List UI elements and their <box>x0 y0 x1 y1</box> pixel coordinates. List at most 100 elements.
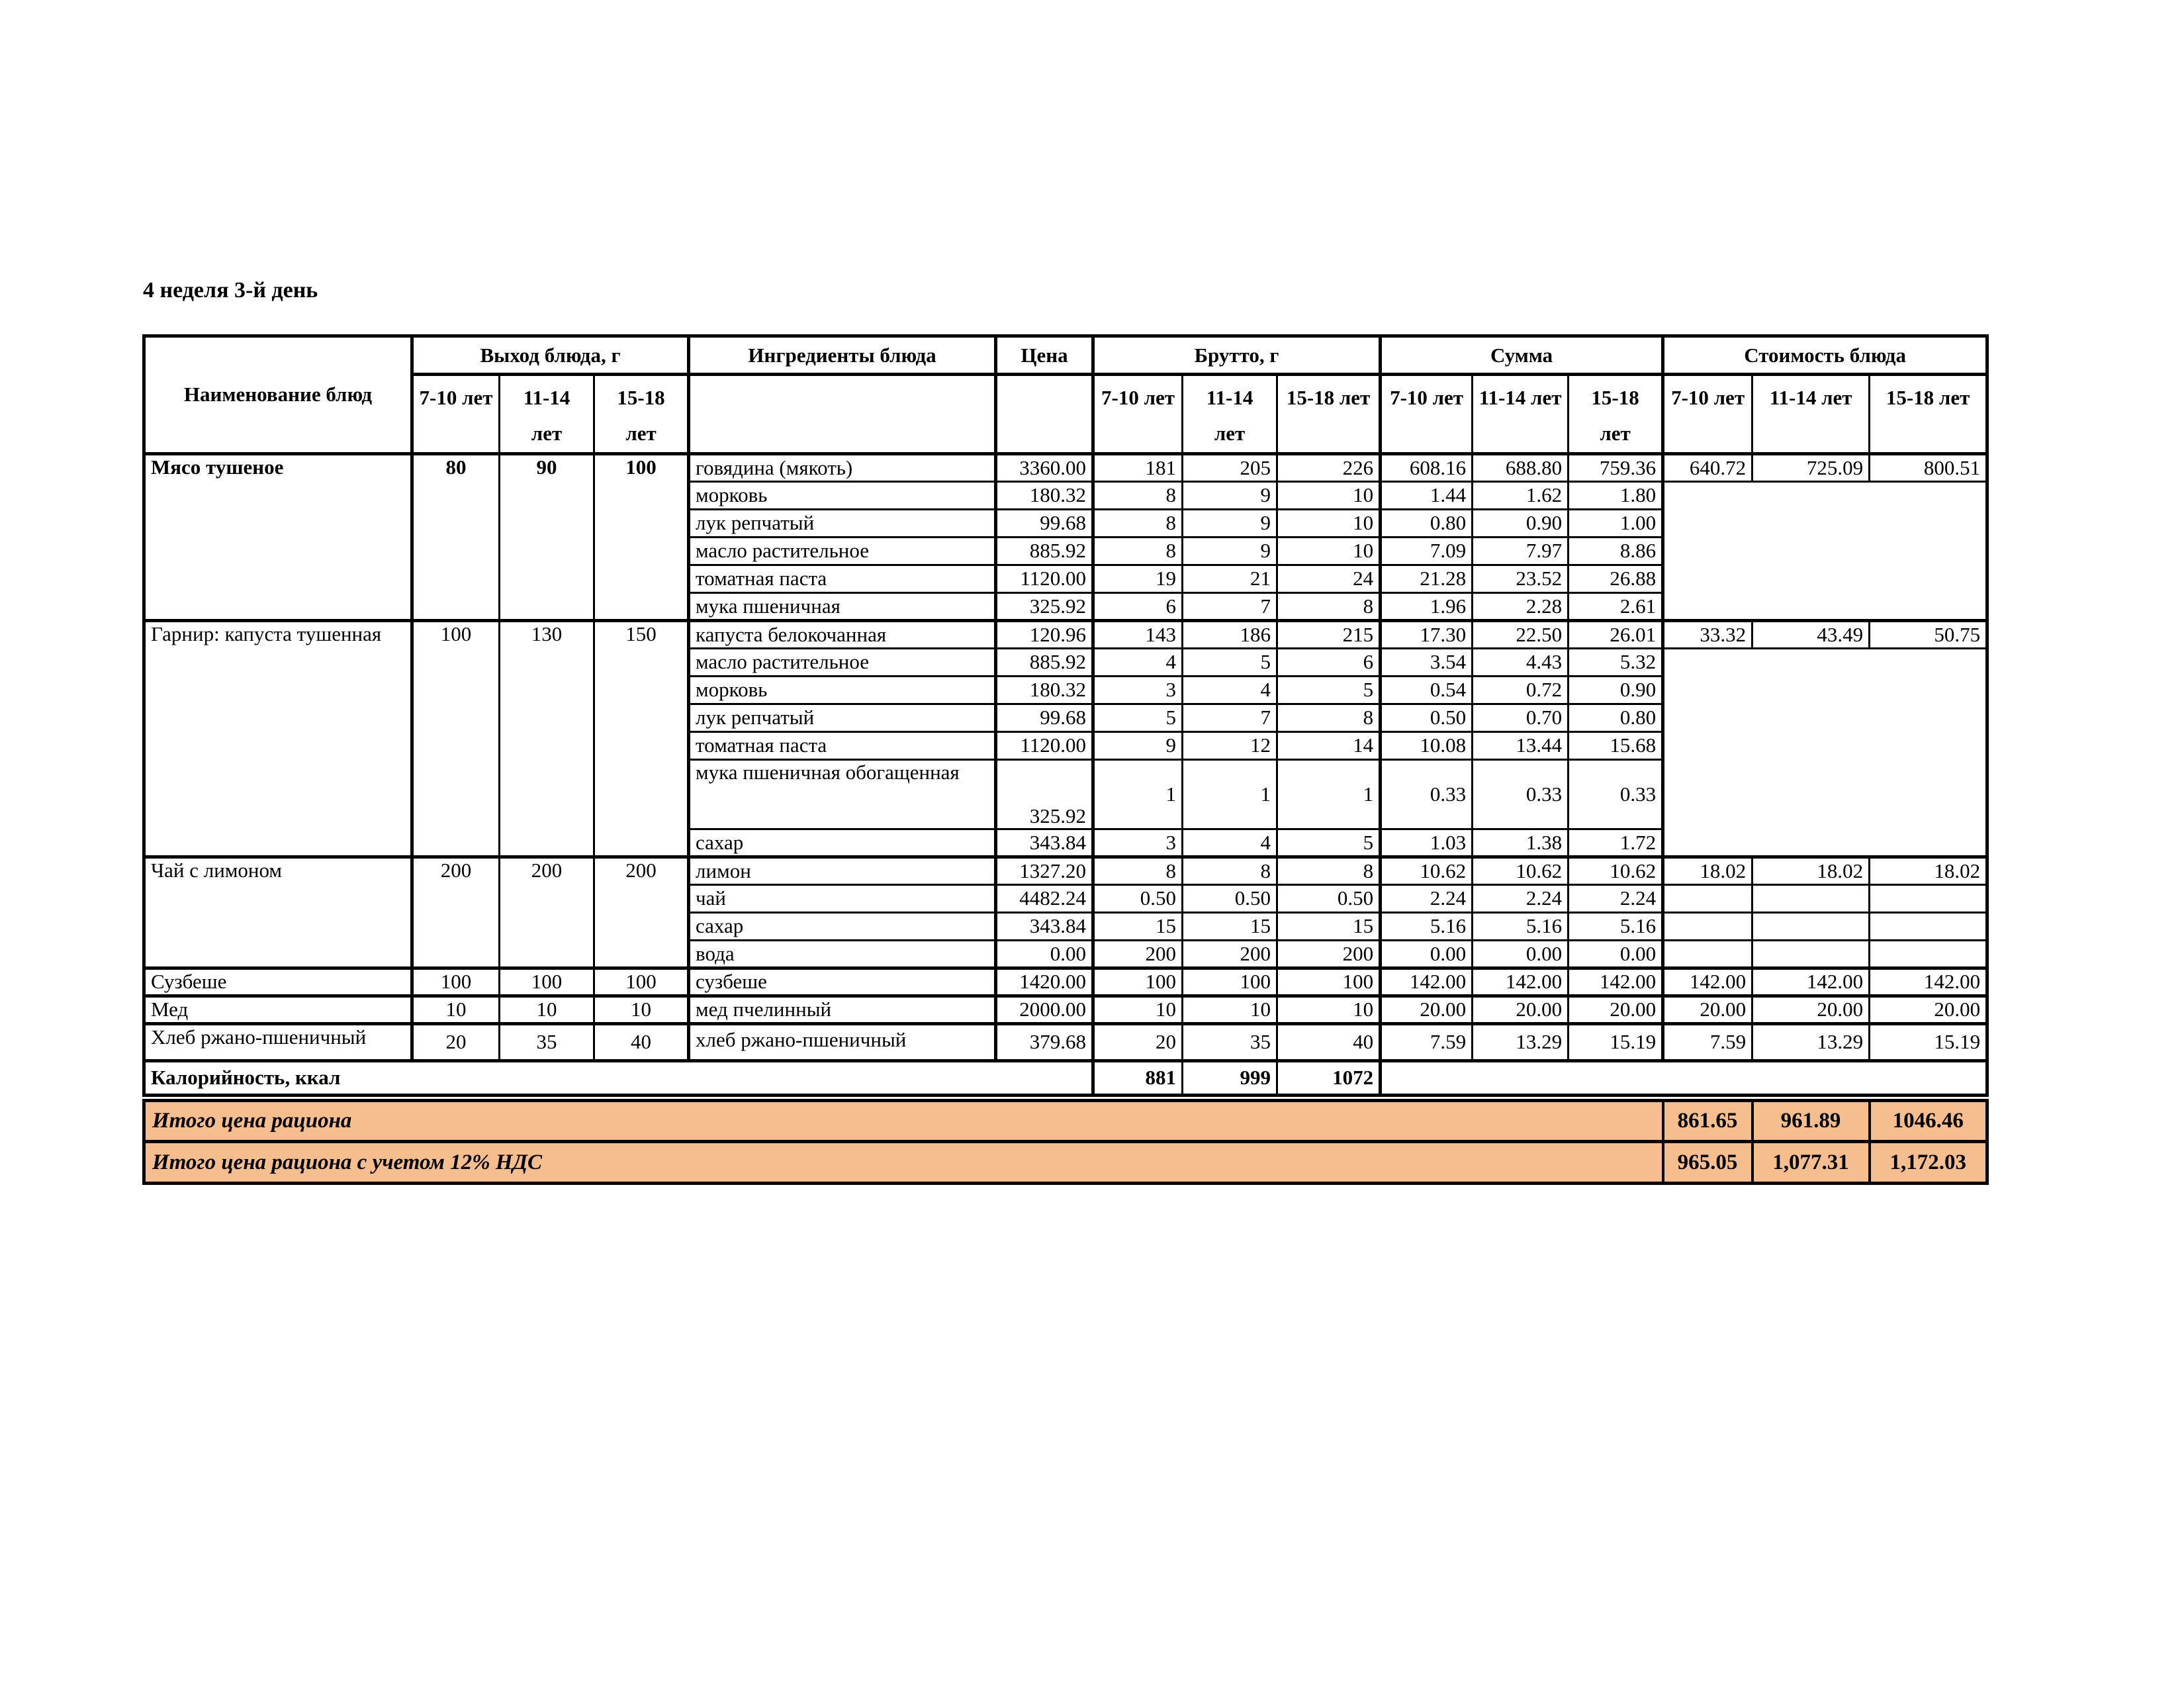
sum-cell: 2.61 <box>1567 591 1664 622</box>
sum-cell: 5.16 <box>1379 911 1474 941</box>
col-header-age-15-18: 15-18 лет <box>1276 373 1382 455</box>
cost-empty-cell <box>1661 883 1754 914</box>
gross-cell: 10 <box>1276 536 1382 566</box>
gross-cell: 1 <box>1276 758 1382 830</box>
table-row: чай 4482.24 0.50 0.50 0.50 2.24 2.24 2.2… <box>144 883 1989 914</box>
gross-cell: 5 <box>1091 702 1184 733</box>
gross-cell: 7 <box>1181 702 1279 733</box>
sum-cell: 7.09 <box>1379 536 1474 566</box>
table-row: морковь 180.32 8 9 10 1.44 1.62 1.80 <box>144 480 1989 622</box>
calories-row: Калорийность, ккал 881 999 1072 <box>142 1058 1989 1096</box>
gross-cell: 8 <box>1091 536 1184 566</box>
gross-cell: 8 <box>1276 855 1382 886</box>
price-cell: 325.92 <box>994 591 1095 622</box>
portion-cell: 80 <box>410 451 500 622</box>
gross-cell: 1 <box>1091 758 1184 830</box>
sum-cell: 0.33 <box>1379 758 1474 830</box>
gross-cell: 10 <box>1276 480 1382 510</box>
ingredient-cell: лук репчатый <box>687 702 997 733</box>
sum-cell: 608.16 <box>1379 451 1474 483</box>
price-cell: 1327.20 <box>994 855 1095 886</box>
sum-cell: 0.00 <box>1567 939 1664 969</box>
ingredient-cell: говядина (мякоть) <box>687 451 997 483</box>
col-header-age-11-14: 11-14 лет <box>1471 373 1570 455</box>
gross-cell: 5 <box>1181 647 1279 677</box>
price-cell: 343.84 <box>994 911 1095 941</box>
cost-cell: 33.32 <box>1661 618 1754 649</box>
table-row: морковь 180.32 3 4 5 0.54 0.72 0.90 <box>144 675 1987 705</box>
col-header-ingredients: Ингредиенты блюда <box>687 335 997 376</box>
portion-cell: 130 <box>498 618 595 858</box>
gross-cell: 4 <box>1091 647 1184 677</box>
ingredient-cell: сахар <box>687 911 997 941</box>
sum-cell: 2.28 <box>1471 591 1570 622</box>
gross-cell: 8 <box>1276 591 1382 622</box>
sum-cell: 0.70 <box>1471 702 1570 733</box>
col-header-dish-name: Наименование блюд <box>143 335 413 455</box>
portion-cell: 100 <box>410 618 500 858</box>
ingredient-cell: сахар <box>687 827 997 858</box>
cost-cell: 18.02 <box>1868 855 1989 886</box>
sum-cell: 142.00 <box>1379 966 1474 997</box>
cost-cell: 800.51 <box>1868 451 1989 483</box>
totals-row: Итого цена рациона 861.65 961.89 1046.46 <box>142 1099 1989 1143</box>
ingredient-cell: масло растительное <box>687 536 997 566</box>
table-row: мука пшеничная 325.92 6 7 8 1.96 2.28 2.… <box>144 591 1987 622</box>
col-header-gross-group: Брутто, г <box>1091 335 1382 376</box>
gross-cell: 4 <box>1181 675 1279 705</box>
col-header-age-15-18: 15-18 лет <box>592 373 690 455</box>
table-row: сахар 343.84 3 4 5 1.03 1.38 1.72 <box>144 827 1987 858</box>
gross-cell: 8 <box>1091 855 1184 886</box>
sum-cell: 0.00 <box>1471 939 1570 969</box>
price-cell: 325.92 <box>994 758 1095 830</box>
dish-name-cell: Гарнир: капуста тушенная <box>143 618 413 858</box>
cost-empty-cell <box>1751 939 1871 969</box>
sum-cell: 10.62 <box>1471 855 1570 886</box>
portion-cell: 150 <box>592 618 690 858</box>
sum-cell: 1.44 <box>1379 480 1474 510</box>
col-header-age-11-14: 11-14 лет <box>1751 373 1871 455</box>
sum-cell: 5.32 <box>1567 647 1664 677</box>
price-cell: 343.84 <box>994 827 1095 858</box>
total-value: 1,077.31 <box>1751 1140 1871 1185</box>
sum-cell: 0.00 <box>1379 939 1474 969</box>
col-header-age-7-10: 7-10 лет <box>410 373 500 455</box>
gross-cell: 15 <box>1276 911 1382 941</box>
total-value: 965.05 <box>1661 1140 1754 1185</box>
sum-cell: 1.03 <box>1379 827 1474 858</box>
sum-cell: 2.24 <box>1471 883 1570 914</box>
cost-cell: 20.00 <box>1868 994 1989 1025</box>
cost-cell: 20.00 <box>1661 994 1754 1025</box>
portion-cell: 10 <box>592 994 690 1025</box>
ingredient-cell: мука пшеничная <box>687 591 997 622</box>
calories-value-cell: 1072 <box>1276 1058 1382 1096</box>
table-row: мука пшеничная обогащенная 325.92 1 1 1 … <box>144 758 1987 830</box>
price-cell: 885.92 <box>994 536 1095 566</box>
gross-cell: 3 <box>1091 827 1184 858</box>
sum-cell: 20.00 <box>1567 994 1664 1025</box>
dish-name-cell: Хлеб ржано-пшеничный <box>143 1021 413 1062</box>
cost-empty-cell <box>1661 911 1754 941</box>
portion-cell: 100 <box>592 451 690 622</box>
col-header-age-15-18: 15-18 лет <box>1567 373 1664 455</box>
cost-cell: 142.00 <box>1868 966 1989 997</box>
gross-cell: 14 <box>1276 730 1382 761</box>
ingredient-cell: вода <box>687 939 997 969</box>
total-value: 861.65 <box>1661 1099 1754 1143</box>
cost-cell: 142.00 <box>1751 966 1871 997</box>
gross-cell: 9 <box>1181 508 1279 538</box>
cost-merged-empty-cell <box>1661 647 1989 858</box>
sum-cell: 759.36 <box>1567 451 1664 483</box>
portion-cell: 10 <box>498 994 595 1025</box>
price-cell: 180.32 <box>994 675 1095 705</box>
gross-cell: 15 <box>1091 911 1184 941</box>
sum-cell: 26.88 <box>1567 563 1664 594</box>
portion-cell: 200 <box>410 855 500 969</box>
header-group-row: Наименование блюд Выход блюда, г Ингреди… <box>143 335 1989 455</box>
sum-cell: 0.72 <box>1471 675 1570 705</box>
cost-cell: 142.00 <box>1661 966 1754 997</box>
sum-cell: 2.24 <box>1379 883 1474 914</box>
total-value: 961.89 <box>1751 1099 1871 1143</box>
col-header-age-11-14: 11-14 лет <box>1181 373 1279 455</box>
sum-cell: 10.08 <box>1379 730 1474 761</box>
